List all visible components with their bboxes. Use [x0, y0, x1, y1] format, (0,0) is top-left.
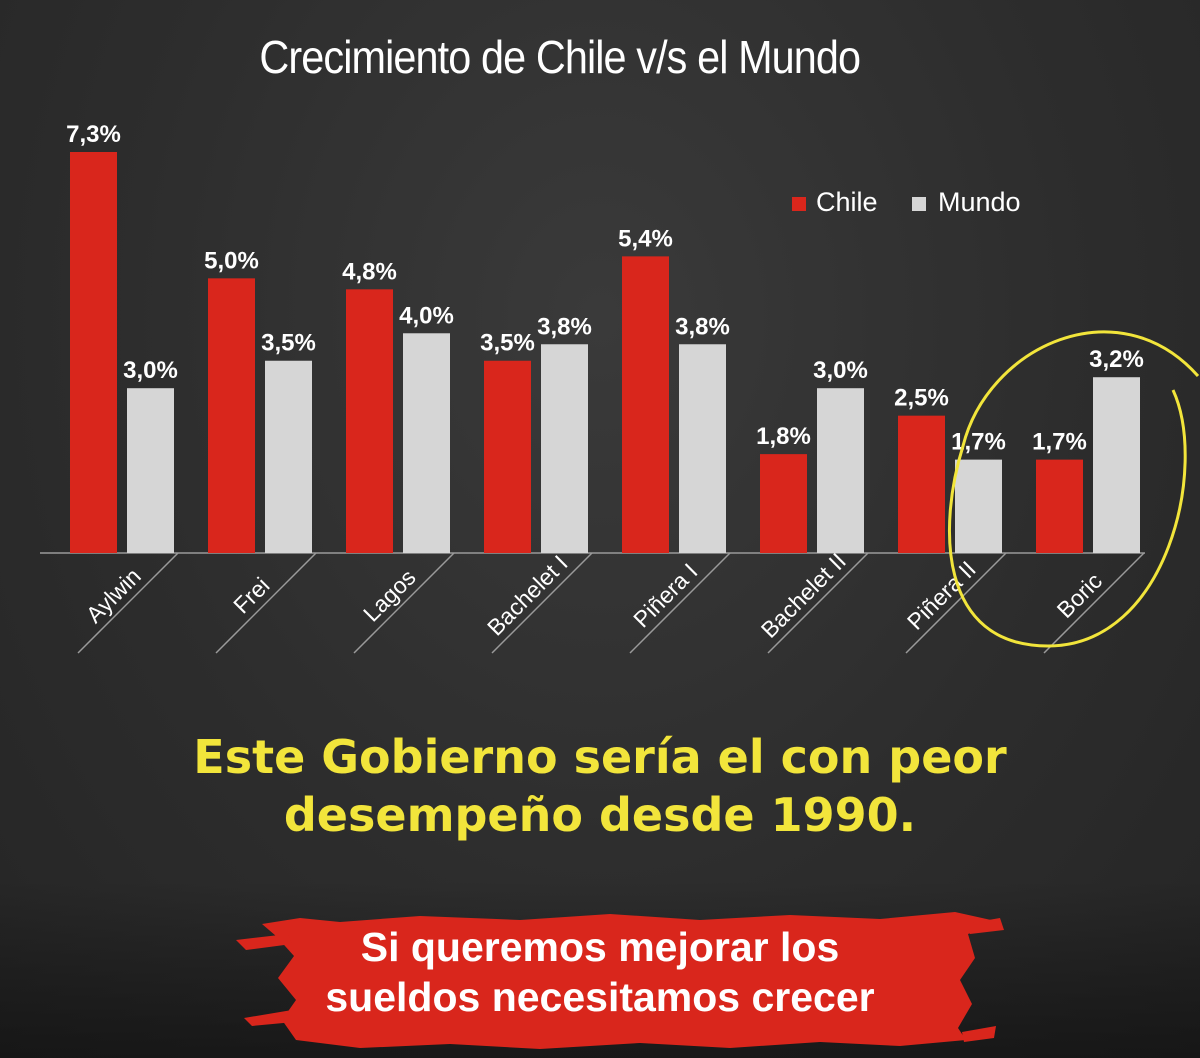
bar-mundo-1 [265, 360, 312, 553]
bar-chile-6 [898, 415, 945, 553]
bar-chile-2 [346, 289, 393, 553]
legend-label-chile: Chile [816, 187, 878, 217]
bar-chile-4 [622, 256, 669, 553]
x-tick-line [491, 552, 593, 654]
bar-mundo-5 [817, 388, 864, 553]
data-label-chile-2: 4,8% [342, 258, 397, 285]
bar-chile-3 [484, 360, 531, 553]
data-label-chile-0: 7,3% [66, 121, 121, 148]
bar-mundo-2 [403, 333, 450, 553]
x-tick-line [1043, 552, 1145, 654]
bar-chart: 7,3%3,0%Aylwin5,0%3,5%Frei4,8%4,0%Lagos3… [40, 121, 1200, 654]
x-tick-line [353, 552, 455, 654]
banner-line-1: Si queremos mejorar los [360, 924, 840, 970]
x-tick-label-6: Piñera II [902, 556, 981, 635]
legend-swatch-chile [792, 197, 806, 211]
x-tick-line [629, 552, 731, 654]
banner-brushstroke [236, 912, 1004, 1049]
x-tick-line [767, 552, 869, 654]
banner-streak-right [962, 918, 1004, 1042]
banner-streak-left [236, 934, 294, 1026]
banner-shape [262, 912, 1000, 1049]
data-label-chile-6: 2,5% [894, 385, 949, 412]
x-tick-line [215, 552, 317, 654]
data-label-mundo-4: 3,8% [675, 313, 730, 340]
x-tick-label-3: Bachelet I [482, 550, 573, 641]
chart-title: Crecimiento de Chile v/s el Mundo [259, 31, 861, 83]
headline-line-1: Este Gobierno sería el con peor [193, 730, 1007, 784]
highlight-circle [947, 330, 1200, 648]
data-label-chile-1: 5,0% [204, 247, 259, 274]
x-tick-label-7: Boric [1052, 568, 1107, 623]
bar-mundo-7 [1093, 377, 1140, 553]
bar-mundo-3 [541, 344, 588, 553]
x-tick-line [905, 552, 1007, 654]
bar-chile-7 [1036, 459, 1083, 553]
banner-text: Si queremos mejorar los sueldos necesita… [250, 922, 950, 1022]
bar-mundo-6 [955, 459, 1002, 553]
data-label-chile-7: 1,7% [1032, 429, 1087, 456]
legend-label-mundo: Mundo [938, 187, 1021, 217]
data-label-mundo-7: 3,2% [1089, 346, 1144, 373]
data-label-chile-5: 1,8% [756, 423, 811, 450]
x-tick-line [77, 552, 179, 654]
bar-mundo-4 [679, 344, 726, 553]
data-label-mundo-2: 4,0% [399, 302, 454, 329]
banner-line-2: sueldos necesitamos crecer [325, 974, 875, 1020]
legend-swatch-mundo [912, 197, 926, 211]
x-tick-label-1: Frei [228, 572, 274, 618]
bar-chile-0 [70, 152, 117, 553]
data-label-mundo-0: 3,0% [123, 357, 178, 384]
data-label-chile-3: 3,5% [480, 330, 535, 357]
data-label-mundo-1: 3,5% [261, 330, 316, 357]
x-tick-label-5: Bachelet II [756, 548, 851, 643]
bar-mundo-0 [127, 388, 174, 553]
data-label-chile-4: 5,4% [618, 225, 673, 252]
data-label-mundo-6: 1,7% [951, 429, 1006, 456]
headline-line-2: desempeño desde 1990. [283, 788, 917, 842]
headline-text: Este Gobierno sería el con peor desempeñ… [0, 728, 1200, 844]
x-tick-label-4: Piñera I [628, 558, 702, 632]
bar-chile-1 [208, 278, 255, 553]
bar-chile-5 [760, 454, 807, 553]
data-label-mundo-3: 3,8% [537, 313, 592, 340]
data-label-mundo-5: 3,0% [813, 357, 868, 384]
